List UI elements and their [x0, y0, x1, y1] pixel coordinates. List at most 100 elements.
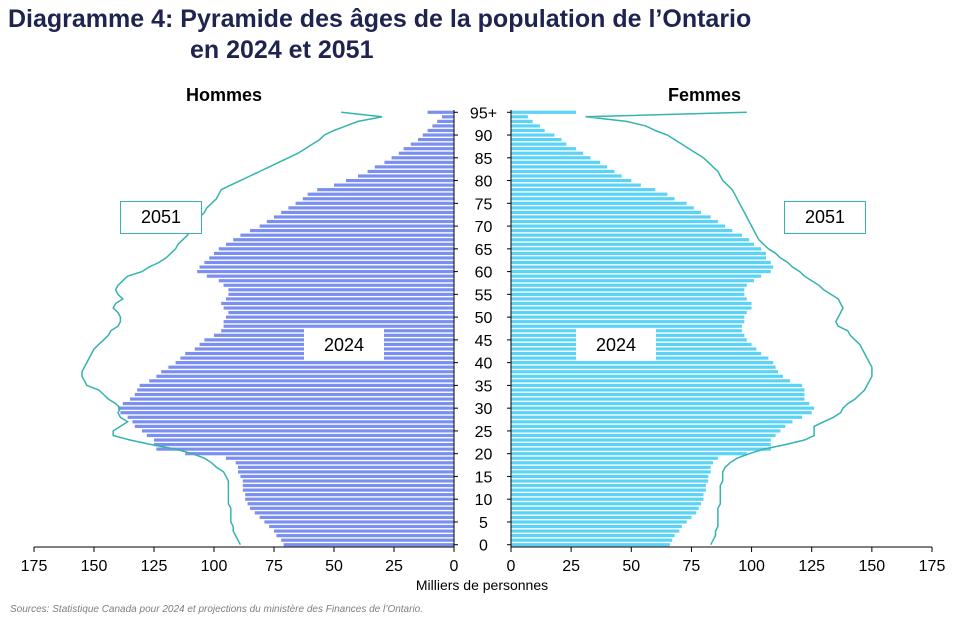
age-tick-10: 10 — [475, 492, 493, 509]
bar-men-age-88 — [410, 142, 454, 146]
bar-men-age-10 — [245, 497, 454, 501]
bar-women-age-1 — [511, 538, 673, 542]
bar-men-age-28 — [127, 415, 454, 419]
bar-men-age-34 — [137, 388, 454, 392]
bar-women-age-89 — [511, 137, 562, 142]
bar-women-age-54 — [511, 297, 747, 301]
chart-title-line1: Diagramme 4: Pyramide des âges de la pop… — [8, 5, 752, 33]
age-tick-95+: 95+ — [470, 105, 497, 122]
bar-women-age-11 — [511, 493, 704, 497]
x-tick-left-25: 25 — [385, 558, 403, 575]
bar-women-age-63 — [511, 256, 767, 260]
bar-women-age-69 — [511, 229, 733, 233]
bar-women-age-71 — [511, 219, 718, 224]
annotation-2051-men: 2051 — [120, 201, 202, 234]
bar-men-age-54 — [226, 297, 454, 301]
bar-women-age-4 — [511, 524, 682, 529]
age-tick-labels: 0 5 10 15 20 25 30 35 40 45 50 55 60 65 70 75 80 85 90 95+ — [470, 105, 497, 554]
bar-women-age-7 — [511, 511, 697, 515]
age-tick-60: 60 — [475, 265, 493, 282]
bar-men-age-22 — [154, 442, 454, 447]
x-tick-left-175: 175 — [21, 558, 48, 575]
bar-women-age-66 — [511, 242, 754, 246]
bar-women-age-2 — [511, 534, 675, 538]
x-tick-right-125: 125 — [798, 558, 825, 575]
bar-women-age-6 — [511, 515, 692, 520]
bar-women-age-26 — [511, 424, 786, 428]
bar-women-age-25 — [511, 429, 781, 433]
bar-men-age-13 — [242, 483, 454, 488]
bar-men-age-60 — [197, 270, 454, 274]
age-tick-65: 65 — [475, 242, 493, 259]
x-tick-right-25: 25 — [562, 558, 580, 575]
bar-women-age-29 — [511, 411, 812, 415]
bar-men-age-24 — [146, 433, 455, 438]
bar-women-age-62 — [511, 260, 771, 265]
bar-women-age-30 — [511, 406, 815, 410]
bar-women-age-90 — [511, 133, 555, 137]
bar-men-age-4 — [269, 524, 454, 529]
bar-men-age-39 — [168, 365, 454, 369]
bar-women-age-34 — [511, 388, 805, 392]
age-tick-75: 75 — [475, 196, 493, 213]
x-tick-right-0: 0 — [507, 558, 516, 575]
bar-women-age-75 — [511, 201, 687, 205]
bar-women-age-51 — [511, 310, 747, 315]
bar-men-age-35 — [139, 383, 454, 387]
bar-men-age-80 — [346, 178, 454, 183]
bar-men-age-36 — [149, 379, 454, 383]
bar-women-age-15 — [511, 474, 709, 479]
bar-men-age-29 — [120, 411, 455, 415]
bar-women-age-22 — [511, 442, 771, 447]
bar-women-age-18 — [511, 461, 714, 465]
age-tick-90: 90 — [475, 128, 493, 145]
bar-women-age-65 — [511, 247, 762, 251]
bar-women-age-49 — [511, 320, 745, 324]
x-tick-left-125: 125 — [141, 558, 168, 575]
women-label: Femmes — [668, 85, 742, 105]
bar-men-age-79 — [334, 183, 454, 187]
bar-men-age-15 — [240, 474, 454, 479]
bar-women-age-92 — [511, 124, 540, 128]
bar-women-age-20 — [511, 452, 747, 456]
bar-women-age-55 — [511, 292, 745, 296]
bar-women-age-21 — [511, 447, 771, 451]
bar-men-age-33 — [134, 392, 455, 397]
bar-men-age-95 — [427, 110, 454, 114]
x-tick-right-150: 150 — [859, 558, 886, 575]
axes — [33, 110, 933, 552]
bar-men-age-76 — [302, 197, 454, 201]
bar-men-age-91 — [427, 128, 454, 133]
bar-women-age-31 — [511, 402, 810, 406]
bar-men-age-83 — [374, 165, 454, 169]
age-tick-35: 35 — [475, 378, 493, 395]
bar-men-age-48 — [223, 324, 454, 328]
bar-women-age-73 — [511, 210, 702, 215]
bar-men-age-30 — [118, 406, 454, 410]
bar-women-age-95 — [511, 110, 576, 114]
bar-women-age-16 — [511, 470, 711, 474]
bar-women-age-58 — [511, 279, 754, 283]
x-axis-label: Milliers de personnes — [0, 577, 960, 593]
bar-women-age-52 — [511, 306, 752, 310]
bar-women-age-35 — [511, 383, 803, 387]
bar-men-age-51 — [228, 310, 454, 315]
x-tick-left-100: 100 — [201, 558, 228, 575]
bar-women-age-67 — [511, 238, 750, 242]
age-tick-80: 80 — [475, 174, 493, 191]
bar-men-age-19 — [226, 456, 454, 460]
bar-men-age-68 — [240, 233, 454, 237]
bar-men-age-9 — [247, 502, 454, 506]
bar-women-age-80 — [511, 178, 632, 183]
bar-men-age-11 — [245, 493, 454, 497]
bar-men-age-52 — [223, 306, 454, 310]
bar-women-age-93 — [511, 119, 533, 123]
bar-women-age-82 — [511, 169, 615, 174]
bar-women-age-76 — [511, 197, 675, 201]
bar-men-age-21 — [156, 447, 454, 451]
bar-men-age-84 — [384, 160, 454, 164]
bar-women-age-61 — [511, 265, 774, 269]
bar-women-age-87 — [511, 147, 576, 151]
bar-women-age-53 — [511, 301, 752, 306]
age-tick-25: 25 — [475, 424, 493, 441]
